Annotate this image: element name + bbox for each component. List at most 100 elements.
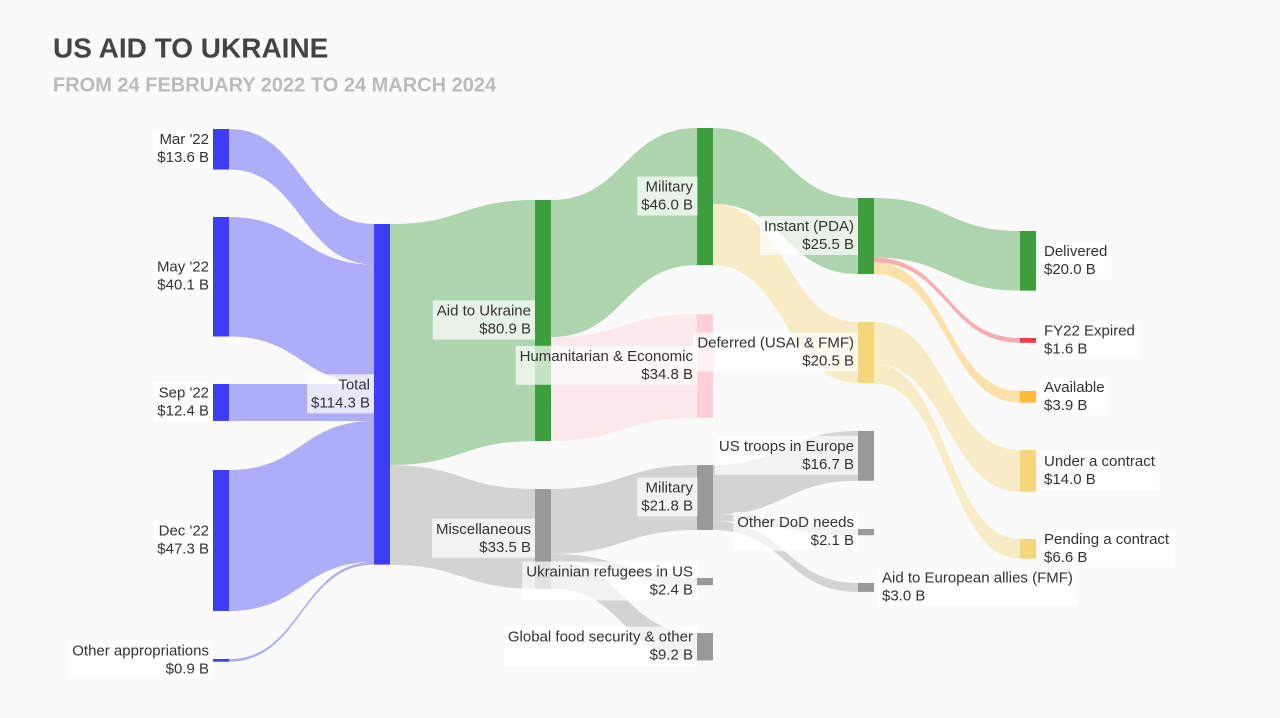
link — [874, 262, 1020, 403]
node-label: Humanitarian & Economic$34.8 B — [515, 345, 698, 385]
node-name: Under a contract — [1044, 453, 1156, 470]
node-name: Aid to Ukraine — [437, 303, 531, 320]
node — [697, 465, 713, 530]
label-background — [68, 640, 213, 680]
node-value: $114.3 B — [311, 394, 370, 411]
node-value: $20.5 B — [802, 353, 854, 370]
node-label: Sep '22$12.4 B — [153, 382, 213, 422]
node-name: Available — [1044, 379, 1105, 396]
label-background — [1040, 240, 1112, 280]
label-background — [637, 176, 698, 216]
label-background — [733, 512, 858, 552]
label-background — [878, 567, 1077, 607]
node-value: $21.8 B — [641, 497, 693, 514]
label-background — [307, 374, 374, 414]
node-value: $20.0 B — [1044, 261, 1096, 278]
node-name: Instant (PDA) — [764, 218, 854, 235]
node-value: $33.5 B — [479, 539, 531, 556]
node-label: Global food security & other$9.2 B — [503, 626, 697, 666]
node — [858, 583, 874, 592]
node-name: Mar '22 — [159, 131, 209, 148]
link — [874, 322, 1020, 492]
node — [1020, 391, 1036, 403]
label-background — [714, 435, 858, 475]
link — [874, 363, 1020, 559]
node — [1020, 338, 1036, 343]
node — [213, 384, 229, 421]
node-name: FY22 Expired — [1044, 322, 1135, 339]
chart-title: US AID TO UKRAINE — [53, 32, 328, 63]
node-value: $1.6 B — [1044, 340, 1087, 357]
node-name: Aid to European allies (FMF) — [882, 569, 1073, 586]
node-label: Military$46.0 B — [637, 176, 698, 216]
labels: Mar '22$13.6 B May '22$40.1 B Sep '22$12.4… — [68, 129, 1174, 680]
node — [535, 200, 551, 442]
node-name: Military — [646, 479, 694, 496]
node — [1020, 450, 1036, 492]
node-value: $40.1 B — [157, 277, 209, 294]
node-name: Pending a contract — [1044, 531, 1170, 548]
node-label: Instant (PDA)$25.5 B — [759, 215, 859, 255]
node-value: $46.0 B — [641, 197, 693, 214]
node-name: Other appropriations — [72, 642, 209, 659]
node — [858, 322, 874, 384]
node-name: Deferred (USAI & FMF) — [697, 335, 854, 352]
node-value: $47.3 B — [157, 540, 209, 557]
node — [1020, 231, 1036, 291]
node-label: Dec '22$47.3 B — [153, 520, 213, 560]
node-value: $9.2 B — [650, 647, 693, 664]
node-value: $3.0 B — [882, 587, 925, 604]
link — [229, 420, 374, 611]
node-label: Total$114.3 B — [307, 374, 374, 414]
node-name: Dec '22 — [159, 522, 209, 539]
label-background — [637, 477, 698, 517]
node-label: Under a contract$14.0 B — [1040, 450, 1160, 490]
node-name: Humanitarian & Economic — [520, 348, 694, 365]
node-name: Other DoD needs — [737, 514, 854, 531]
label-background — [431, 518, 535, 558]
label-background — [759, 215, 859, 255]
node-name: May '22 — [157, 259, 209, 276]
node-name: US troops in Europe — [719, 438, 854, 455]
node-label: Other appropriations$0.9 B — [68, 640, 213, 680]
link — [229, 561, 374, 662]
node — [697, 578, 713, 586]
label-background — [153, 129, 213, 169]
label-background — [503, 626, 697, 666]
node-label: Deferred (USAI & FMF)$20.5 B — [693, 332, 859, 372]
link — [229, 217, 374, 385]
node-label: Military$21.8 B — [637, 477, 698, 517]
node — [858, 431, 874, 481]
node-value: $16.7 B — [802, 456, 854, 473]
node-name: Miscellaneous — [436, 521, 531, 538]
node-label: Other DoD needs$2.1 B — [733, 512, 858, 552]
link — [874, 198, 1020, 291]
node-label: Aid to Ukraine$80.9 B — [432, 300, 535, 340]
link — [229, 129, 374, 265]
node-value: $34.8 B — [641, 366, 693, 383]
chart-subtitle: FROM 24 FEBRUARY 2022 TO 24 MARCH 2024 — [53, 74, 497, 96]
node-label: Ukrainian refugees in US$2.4 B — [522, 561, 697, 601]
node-value: $12.4 B — [157, 402, 209, 419]
node-name: Sep '22 — [159, 384, 209, 401]
node-name: Ukrainian refugees in US — [526, 564, 693, 581]
node — [1020, 539, 1036, 559]
node — [213, 659, 229, 662]
node — [697, 633, 713, 661]
node — [858, 529, 874, 536]
node-value: $6.6 B — [1044, 549, 1087, 566]
node — [213, 129, 229, 170]
link — [713, 521, 858, 592]
node — [374, 224, 390, 565]
node-label: FY22 Expired$1.6 B — [1040, 320, 1139, 360]
node-label: Delivered$20.0 B — [1040, 240, 1112, 280]
label-background — [522, 561, 697, 601]
label-background — [1040, 376, 1109, 416]
label-background — [432, 300, 535, 340]
node-value: $25.5 B — [802, 236, 854, 253]
node-value: $2.1 B — [811, 532, 854, 549]
label-background — [152, 256, 213, 296]
node-value: $0.9 B — [166, 660, 209, 677]
node — [213, 217, 229, 337]
